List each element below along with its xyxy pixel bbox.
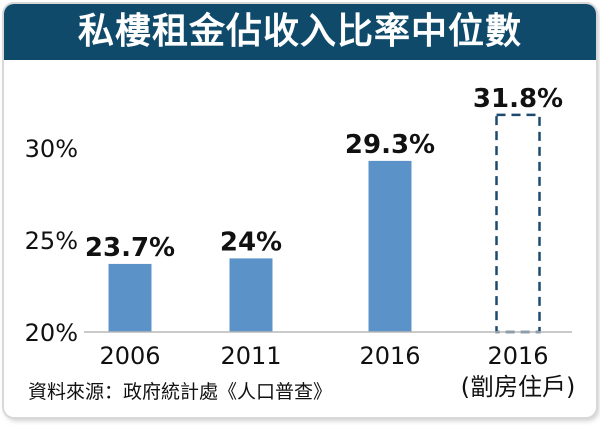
bar [229,258,273,332]
data-labels: 23.7% 24% 29.3% 31.8% [85,84,563,263]
source-note: 資料來源：政府統計處《人口普查》 [28,381,333,403]
bar [368,160,412,332]
x-category-label: 2006 [99,342,160,370]
y-tick-label: 20% [25,319,78,347]
x-category-label: 2016 [359,342,420,370]
x-category-label: 2016 [487,342,548,370]
x-axis-categories: 2006 2011 2016 2016 (劏房住戶) [99,342,575,401]
chart-card: 私樓租金佔收入比率中位數 20% 25% 30% 23.7% 24% 29.3% 31.8… [4,4,596,417]
bar [108,263,152,332]
y-tick-label: 30% [25,135,78,163]
data-label: 23.7% [85,233,175,263]
y-tick-label: 25% [25,227,78,255]
data-label: 29.3% [345,130,435,160]
data-label: 31.8% [473,84,563,114]
data-label: 24% [220,227,282,257]
y-axis: 20% 25% 30% [25,135,78,347]
x-category-sublabel: (劏房住戶) [461,373,576,401]
chart-title: 私樓租金佔收入比率中位數 [4,4,596,60]
bar-chart: 20% 25% 30% 23.7% 24% 29.3% 31.8% 2006 2011 201… [25,84,576,401]
bars [108,113,541,334]
bar-dashed [495,113,541,334]
x-category-label: 2011 [220,342,281,370]
